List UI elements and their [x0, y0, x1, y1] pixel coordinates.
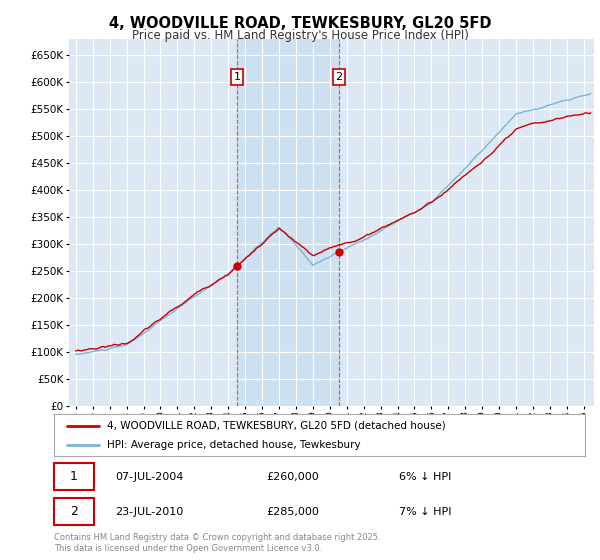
Text: £285,000: £285,000 — [266, 507, 319, 517]
Text: 23-JUL-2010: 23-JUL-2010 — [115, 507, 184, 517]
Text: 2: 2 — [335, 72, 343, 82]
Text: Price paid vs. HM Land Registry's House Price Index (HPI): Price paid vs. HM Land Registry's House … — [131, 29, 469, 41]
Text: HPI: Average price, detached house, Tewkesbury: HPI: Average price, detached house, Tewk… — [107, 440, 361, 450]
Text: 4, WOODVILLE ROAD, TEWKESBURY, GL20 5FD (detached house): 4, WOODVILLE ROAD, TEWKESBURY, GL20 5FD … — [107, 421, 446, 431]
FancyBboxPatch shape — [54, 464, 94, 490]
Text: £260,000: £260,000 — [266, 472, 319, 482]
Text: 1: 1 — [233, 72, 241, 82]
Text: 4, WOODVILLE ROAD, TEWKESBURY, GL20 5FD: 4, WOODVILLE ROAD, TEWKESBURY, GL20 5FD — [109, 16, 491, 31]
FancyBboxPatch shape — [54, 498, 94, 525]
Text: 2: 2 — [70, 505, 78, 518]
Text: 6% ↓ HPI: 6% ↓ HPI — [399, 472, 452, 482]
Text: 1: 1 — [70, 470, 78, 483]
Text: 07-JUL-2004: 07-JUL-2004 — [115, 472, 184, 482]
Bar — [237, 39, 339, 406]
Text: 7% ↓ HPI: 7% ↓ HPI — [399, 507, 452, 517]
Text: Contains HM Land Registry data © Crown copyright and database right 2025.
This d: Contains HM Land Registry data © Crown c… — [54, 533, 380, 553]
